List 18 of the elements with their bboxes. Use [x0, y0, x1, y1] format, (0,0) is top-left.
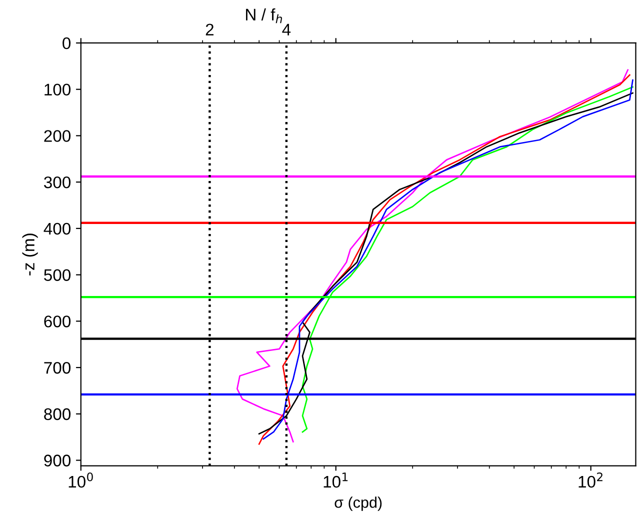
y-tick-label: 300	[44, 176, 71, 188]
y-tick-label: 700	[44, 362, 71, 374]
y-tick-label: 900	[44, 454, 71, 466]
text: N / f$_{h}$	[246, 8, 282, 24]
x-axis-title: σ (cpd)	[334, 496, 382, 511]
y-tick-label: 0	[62, 37, 71, 50]
y-tick-label: 500	[44, 269, 71, 282]
y-tick-label: 400	[44, 222, 71, 235]
y-tick-label: 600	[44, 316, 71, 328]
y-tick-label: 800	[44, 408, 71, 420]
annotation: 2	[206, 24, 214, 36]
x-tick-label: 10$^{2}$	[578, 472, 602, 488]
y-tick-label: 100	[44, 84, 71, 96]
x-tick-label: 10$^{0}$	[68, 472, 93, 488]
y-tick-label: 200	[44, 130, 71, 142]
annotation: 4	[282, 24, 291, 36]
y-axis-title: -z (m)	[22, 234, 38, 276]
x-tick-label: 10$^{1}$	[324, 472, 348, 488]
